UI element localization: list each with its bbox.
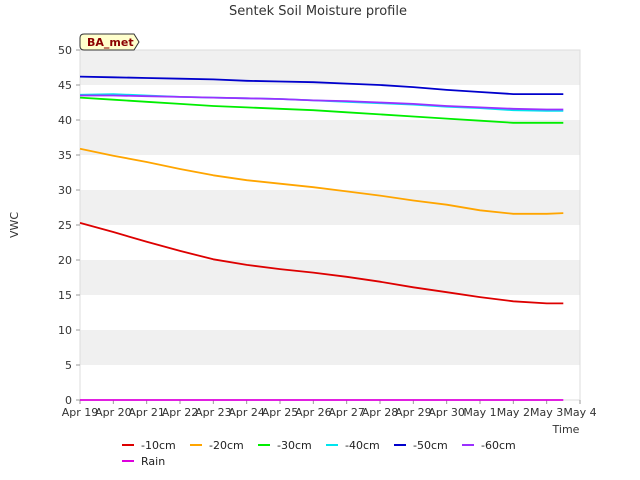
x-tick-label: Apr 25	[262, 406, 299, 419]
legend-item: -10cm	[122, 439, 176, 452]
y-tick-label: 50	[58, 44, 72, 57]
site-badge: BA_met	[79, 33, 140, 51]
x-tick-label: Apr 19	[62, 406, 99, 419]
x-tick-label: Apr 24	[228, 406, 265, 419]
legend-label: Rain	[141, 455, 165, 468]
grid-band	[80, 155, 580, 190]
y-tick-label: 30	[58, 184, 72, 197]
grid-band	[80, 365, 580, 400]
x-tick-label: Apr 21	[128, 406, 165, 419]
y-axis-label: VWC	[8, 212, 21, 238]
site-badge-shape	[79, 33, 140, 51]
legend-label: -60cm	[481, 439, 516, 452]
series-lines	[79, 75, 564, 401]
legend-item: -60cm	[462, 439, 516, 452]
x-tick-label: May 4	[563, 406, 596, 419]
y-tick-label: 5	[65, 359, 72, 372]
chart-title: Sentek Soil Moisture profile	[229, 4, 407, 19]
y-tick-label: 10	[58, 324, 72, 337]
grid-band	[80, 330, 580, 365]
x-tick-label: Apr 22	[162, 406, 199, 419]
site-badge-label: BA_met	[87, 36, 134, 49]
x-tick-label: Apr 30	[428, 406, 465, 419]
y-tick-label: 40	[58, 114, 72, 127]
grid-band	[80, 295, 580, 330]
grid-band	[80, 120, 580, 155]
x-tick-label: May 3	[530, 406, 563, 419]
y-axis: 0 5 10 15 20 25 30 35 40 45 50	[58, 44, 80, 407]
legend-label: -10cm	[141, 439, 176, 452]
series-line-1	[79, 147, 564, 215]
grid-band	[80, 260, 580, 295]
y-tick-label: 15	[58, 289, 72, 302]
legend-label: -40cm	[345, 439, 380, 452]
series-line-2	[79, 96, 564, 124]
legend: -10cm -20cm -30cm -40cm -50cm -60cm Rain	[122, 439, 516, 468]
legend-item: Rain	[122, 455, 165, 468]
legend-label: -20cm	[209, 439, 244, 452]
series-line-4	[79, 75, 564, 95]
legend-label: -30cm	[277, 439, 312, 452]
legend-item: -30cm	[258, 439, 312, 452]
x-tick-label: May 1	[463, 406, 496, 419]
x-tick-label: May 2	[497, 406, 530, 419]
x-tick-label: Apr 20	[95, 406, 132, 419]
y-tick-label: 0	[65, 394, 72, 407]
legend-item: -20cm	[190, 439, 244, 452]
series-line-5	[80, 94, 564, 111]
grid-band	[80, 225, 580, 260]
y-tick-label: 45	[58, 79, 72, 92]
grid-band	[80, 190, 580, 225]
x-tick-label: Apr 28	[362, 406, 399, 419]
x-tick-label: Apr 29	[395, 406, 432, 419]
grid-band	[80, 50, 580, 85]
y-tick-label: 20	[58, 254, 72, 267]
x-axis-label: Time	[552, 423, 580, 436]
legend-label: -50cm	[413, 439, 448, 452]
legend-item: -40cm	[326, 439, 380, 452]
legend-item: -50cm	[394, 439, 448, 452]
x-tick-label: Apr 27	[328, 406, 365, 419]
x-tick-label: Apr 26	[295, 406, 332, 419]
series-line-0	[79, 222, 564, 305]
x-tick-label: Apr 23	[195, 406, 232, 419]
y-tick-label: 25	[58, 219, 72, 232]
y-tick-label: 35	[58, 149, 72, 162]
